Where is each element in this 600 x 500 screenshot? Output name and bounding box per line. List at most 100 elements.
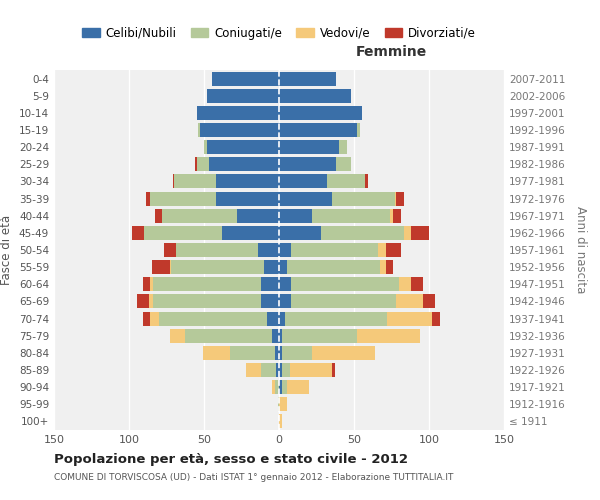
Bar [291,294,396,308]
Bar [411,278,423,291]
Bar [393,208,401,222]
Bar [282,346,312,360]
Bar [155,208,162,222]
Bar [198,123,199,137]
Bar [267,312,279,326]
Bar [279,414,282,428]
Y-axis label: Fasce di età: Fasce di età [1,215,13,285]
Bar [151,260,170,274]
Bar [144,226,222,240]
Bar [282,380,287,394]
Bar [279,278,291,291]
Bar [279,328,282,342]
Bar [312,208,390,222]
Bar [261,363,276,377]
Legend: Celibi/Nubili, Coniugati/e, Vedovi/e, Divorziati/e: Celibi/Nubili, Coniugati/e, Vedovi/e, Di… [77,22,481,44]
Bar [150,278,153,291]
Bar [204,140,207,154]
Bar [146,192,150,205]
Bar [423,294,435,308]
Bar [279,260,287,274]
Bar [185,328,271,342]
Bar [149,294,153,308]
Bar [387,312,432,326]
Bar [174,174,216,188]
Bar [339,140,347,154]
Bar [199,123,279,137]
Bar [279,208,312,222]
Bar [279,294,291,308]
Bar [331,192,395,205]
Bar [203,346,229,360]
Bar [143,278,150,291]
Bar [386,260,393,274]
Bar [291,243,378,257]
Bar [277,398,279,411]
Text: Popolazione per età, sesso e stato civile - 2012: Popolazione per età, sesso e stato civil… [54,452,408,466]
Bar [279,72,336,86]
Bar [380,260,386,274]
Bar [159,312,267,326]
Bar [207,88,279,102]
Bar [282,363,290,377]
Y-axis label: Anni di nascita: Anni di nascita [574,206,587,294]
Bar [386,243,401,257]
Bar [287,260,380,274]
Text: Femmine: Femmine [356,45,427,59]
Bar [170,260,171,274]
Bar [143,312,150,326]
Bar [321,226,404,240]
Bar [271,380,275,394]
Bar [279,363,282,377]
Bar [396,294,423,308]
Bar [197,106,279,120]
Bar [150,192,216,205]
Bar [195,158,197,172]
Bar [279,123,357,137]
Bar [279,346,282,360]
Text: COMUNE DI TORVISCOSA (UD) - Dati ISTAT 1° gennaio 2012 - Elaborazione TUTTITALIA: COMUNE DI TORVISCOSA (UD) - Dati ISTAT 1… [54,472,454,482]
Bar [137,294,149,308]
Bar [365,174,367,188]
Bar [216,192,279,205]
Bar [216,174,279,188]
Bar [153,278,261,291]
Bar [331,363,335,377]
Bar [404,226,411,240]
Bar [279,88,351,102]
Bar [327,174,365,188]
Bar [212,72,279,86]
Bar [279,312,285,326]
Bar [275,380,279,394]
Bar [229,346,275,360]
Bar [390,208,393,222]
Bar [279,140,339,154]
Bar [207,140,279,154]
Bar [279,243,291,257]
Bar [275,346,279,360]
Bar [396,192,404,205]
Bar [432,312,439,326]
Bar [357,123,360,137]
Bar [222,226,279,240]
Bar [312,346,375,360]
Bar [285,312,387,326]
Bar [197,158,209,172]
Bar [264,260,279,274]
Bar [282,328,357,342]
Bar [153,294,261,308]
Bar [258,243,279,257]
Bar [279,192,331,205]
Bar [357,328,420,342]
Bar [246,363,261,377]
Bar [279,226,321,240]
Bar [290,363,331,377]
Bar [279,398,287,411]
Bar [261,294,279,308]
Bar [279,380,282,394]
Bar [287,380,309,394]
Bar [209,158,279,172]
Bar [276,363,279,377]
Bar [162,208,237,222]
Bar [271,328,279,342]
